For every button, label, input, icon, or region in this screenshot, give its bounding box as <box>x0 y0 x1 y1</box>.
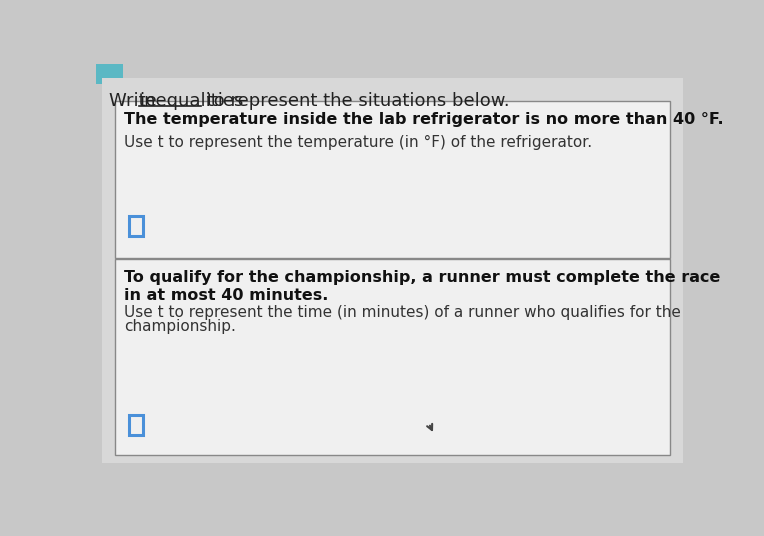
Text: in at most 40 minutes.: in at most 40 minutes. <box>125 288 329 303</box>
FancyBboxPatch shape <box>115 259 670 456</box>
FancyBboxPatch shape <box>115 101 670 258</box>
Text: championship.: championship. <box>125 319 236 334</box>
FancyBboxPatch shape <box>129 415 143 435</box>
Text: Use t to represent the temperature (in °F) of the refrigerator.: Use t to represent the temperature (in °… <box>125 135 592 150</box>
Text: To qualify for the championship, a runner must complete the race: To qualify for the championship, a runne… <box>125 270 720 285</box>
FancyBboxPatch shape <box>129 216 143 236</box>
FancyBboxPatch shape <box>102 78 683 463</box>
FancyBboxPatch shape <box>96 64 123 84</box>
Text: to represent the situations below.: to represent the situations below. <box>201 92 510 110</box>
Text: inequalities: inequalities <box>139 92 243 110</box>
Text: Use t to represent the time (in minutes) of a runner who qualifies for the: Use t to represent the time (in minutes)… <box>125 306 681 321</box>
Text: The temperature inside the lab refrigerator is no more than 40 °F.: The temperature inside the lab refrigera… <box>125 112 724 127</box>
Text: Write: Write <box>109 92 163 110</box>
